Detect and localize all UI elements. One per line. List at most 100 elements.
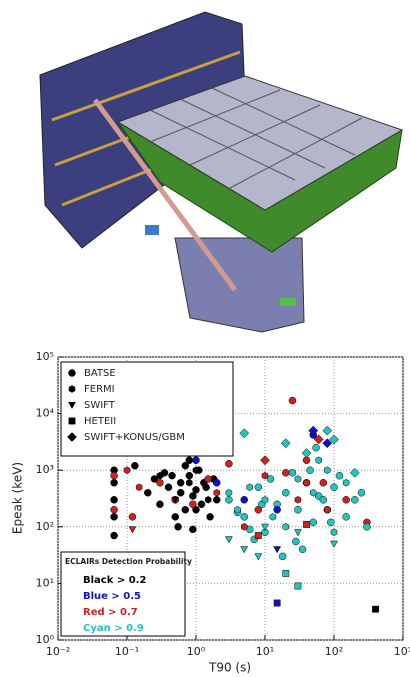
data-point xyxy=(255,484,262,491)
data-point xyxy=(193,457,200,464)
y-axis-label: Epeak (keV) xyxy=(11,462,25,534)
legend-label: SWIFT xyxy=(84,400,116,411)
data-point xyxy=(331,484,338,491)
data-point xyxy=(131,462,138,469)
data-point xyxy=(336,472,343,479)
data-point xyxy=(274,506,281,513)
data-point xyxy=(169,472,176,479)
data-point xyxy=(307,467,314,474)
data-point xyxy=(274,600,280,606)
x-tick-label: 10⁰ xyxy=(187,645,206,658)
data-point xyxy=(299,546,306,553)
data-point xyxy=(331,529,337,536)
y-tick-label: 10³ xyxy=(36,463,54,476)
data-point xyxy=(363,523,370,530)
data-point xyxy=(316,457,322,464)
probability-legend-entry: Red > 0.7 xyxy=(83,607,138,618)
data-point xyxy=(213,479,220,486)
legend-label: SWIFT+KONUS/GBM xyxy=(84,432,185,443)
data-point xyxy=(214,489,220,496)
page: T90 (s) Epeak (keV) 10⁻² 10⁻¹ 10⁰ 10¹ 10² 10³… xyxy=(0,0,410,677)
data-point xyxy=(165,484,172,491)
data-point xyxy=(292,538,299,545)
data-point xyxy=(324,467,330,474)
data-point xyxy=(157,472,163,479)
data-point xyxy=(282,489,289,496)
data-point xyxy=(235,506,241,513)
data-point xyxy=(205,496,211,503)
data-point xyxy=(111,506,118,513)
y-tick-label: 10⁵ xyxy=(36,350,54,363)
data-point xyxy=(156,501,163,508)
legend-label: FERMI xyxy=(84,384,115,395)
probability-legend-title: ECLAIRs Detection Probability xyxy=(65,557,192,566)
data-point xyxy=(313,444,320,451)
satellite-illustration xyxy=(40,12,402,332)
data-point xyxy=(310,489,316,496)
y-tick-label: 10² xyxy=(36,520,54,533)
platform-box xyxy=(175,238,304,332)
data-point xyxy=(295,583,301,589)
data-point xyxy=(324,506,330,513)
data-point xyxy=(111,479,118,486)
data-point xyxy=(372,606,378,612)
legend-label: BATSE xyxy=(84,368,116,379)
x-tick-label: 10⁻¹ xyxy=(115,645,139,658)
data-point xyxy=(279,553,286,560)
data-point xyxy=(136,484,142,491)
data-point xyxy=(310,519,317,526)
legend-marker xyxy=(69,370,76,377)
x-tick-label: 10⁻² xyxy=(46,645,70,658)
component xyxy=(280,298,296,306)
data-point xyxy=(198,501,205,508)
component xyxy=(145,225,159,235)
data-point xyxy=(241,523,247,530)
data-point xyxy=(207,513,214,520)
x-tick-label: 10¹ xyxy=(256,645,274,658)
data-point xyxy=(294,506,301,513)
data-point xyxy=(186,457,193,464)
y-tick-label: 10¹ xyxy=(36,576,54,589)
data-point xyxy=(283,570,289,576)
data-point xyxy=(327,519,334,526)
data-point xyxy=(304,479,310,486)
data-point xyxy=(262,472,268,479)
data-point xyxy=(289,397,296,404)
x-axis-label: T90 (s) xyxy=(208,661,251,675)
data-point xyxy=(303,521,309,527)
data-point xyxy=(247,484,253,491)
data-point xyxy=(186,472,193,479)
data-point xyxy=(270,513,276,520)
x-tick-label: 10³ xyxy=(394,645,410,658)
data-point xyxy=(295,496,301,503)
data-point xyxy=(111,496,118,503)
data-point xyxy=(129,513,136,520)
probability-legend-entry: Black > 0.2 xyxy=(83,575,146,586)
probability-legend-entry: Blue > 0.5 xyxy=(83,591,141,602)
data-point xyxy=(205,475,212,482)
data-point xyxy=(343,479,349,486)
legend-label: HETEII xyxy=(84,416,116,427)
data-point xyxy=(193,467,199,474)
y-tick-label: 10⁰ xyxy=(36,633,55,646)
data-point xyxy=(320,479,327,486)
data-point xyxy=(255,532,261,538)
data-point xyxy=(124,467,130,474)
legend-marker xyxy=(69,418,75,424)
data-point xyxy=(351,496,358,503)
data-point xyxy=(226,489,232,496)
data-point xyxy=(241,496,248,503)
data-point xyxy=(283,523,289,530)
data-point xyxy=(193,486,200,493)
data-point xyxy=(241,513,248,520)
data-point xyxy=(111,472,118,479)
data-point xyxy=(177,479,184,486)
data-point xyxy=(178,489,184,496)
data-point xyxy=(289,469,296,476)
probability-legend-entry: Cyan > 0.9 xyxy=(83,623,144,634)
data-point xyxy=(186,479,192,486)
data-point xyxy=(156,479,163,486)
data-point xyxy=(189,493,196,500)
data-point xyxy=(320,496,327,503)
legend-marker xyxy=(69,386,75,393)
